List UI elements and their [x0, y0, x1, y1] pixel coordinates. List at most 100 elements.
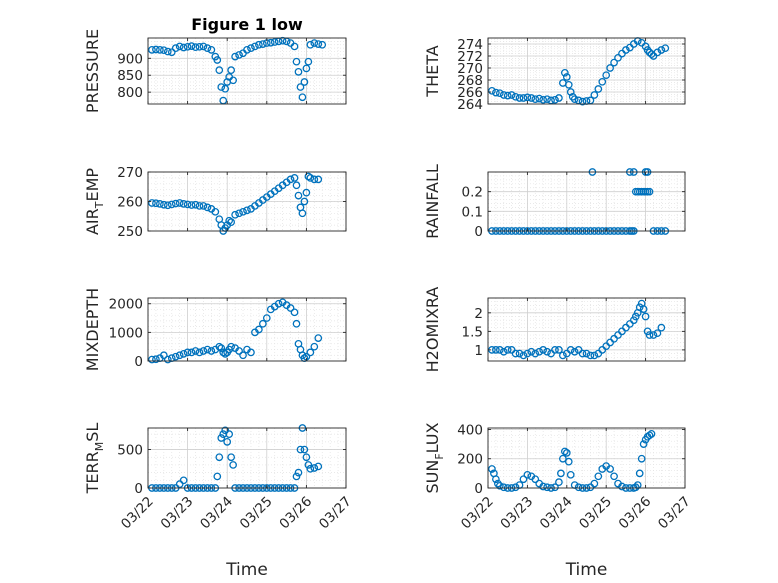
data-point — [229, 461, 237, 469]
data-point — [551, 483, 559, 492]
data-point — [551, 95, 559, 104]
y-axis-label: AIRTEMP — [83, 168, 106, 235]
data-point — [535, 94, 544, 103]
subplot-h2omixra: 1 1.5 2 H2OMIXRA — [423, 287, 686, 372]
data-point — [492, 475, 500, 484]
data-point — [298, 209, 307, 218]
data-point — [302, 64, 311, 73]
data-point — [300, 445, 309, 454]
data-point — [639, 305, 648, 313]
data-point — [243, 206, 251, 215]
data-point — [511, 349, 520, 358]
data-point — [221, 426, 230, 435]
y-tick-label: 268 — [457, 73, 483, 89]
data-point — [302, 188, 311, 197]
data-point — [566, 346, 575, 354]
series-markers — [488, 299, 666, 360]
data-point — [221, 349, 230, 358]
data-point — [167, 200, 176, 209]
y-tick-label: 900 — [117, 51, 143, 67]
data-point — [225, 216, 234, 225]
data-point — [527, 347, 536, 356]
y-tick-label: 270 — [457, 61, 483, 77]
y-tick-label: 266 — [457, 85, 483, 101]
data-point — [152, 199, 160, 208]
y-tick-label: 2 — [474, 306, 483, 322]
data-point — [507, 91, 516, 99]
data-point — [247, 348, 255, 357]
data-point — [148, 355, 156, 364]
data-point — [304, 57, 313, 66]
data-point — [499, 91, 508, 99]
data-point — [219, 348, 228, 357]
data-point — [199, 202, 208, 210]
data-point — [258, 319, 267, 328]
data-point — [531, 475, 540, 484]
data-point — [255, 40, 263, 49]
data-point — [217, 434, 226, 442]
data-point — [519, 94, 528, 102]
data-point — [191, 200, 200, 209]
data-point — [203, 203, 212, 212]
data-point — [531, 95, 540, 104]
y-axis-label: THETA — [423, 45, 442, 97]
data-point — [262, 314, 271, 322]
data-point — [598, 77, 607, 86]
data-point — [255, 325, 263, 334]
data-point — [159, 46, 168, 55]
data-point — [231, 52, 239, 61]
y-tick-label: 400 — [457, 422, 483, 438]
data-point — [183, 200, 192, 209]
data-point — [570, 347, 579, 356]
data-point — [503, 346, 512, 354]
data-point — [635, 303, 644, 312]
y-axis-label: PRESSURE — [83, 29, 102, 113]
data-point — [629, 316, 638, 325]
data-point — [187, 201, 196, 209]
data-point — [310, 464, 319, 472]
data-point — [493, 479, 502, 488]
data-point — [578, 97, 587, 106]
data-point — [227, 218, 236, 226]
axes-frame — [147, 297, 347, 362]
data-point — [594, 472, 603, 481]
data-point — [274, 299, 283, 308]
data-point — [582, 349, 591, 358]
data-point — [310, 39, 319, 47]
plot-area — [488, 172, 685, 231]
y-tick-label: 0 — [474, 481, 483, 497]
data-point — [156, 45, 164, 54]
data-point — [270, 38, 279, 46]
data-point — [266, 38, 275, 47]
data-point — [527, 94, 536, 102]
figure-title: Figure 1 low — [191, 15, 303, 34]
data-point — [645, 431, 654, 440]
data-point — [511, 483, 520, 492]
data-point — [523, 93, 532, 102]
data-point — [292, 472, 301, 481]
data-point — [294, 67, 303, 76]
data-point — [195, 348, 204, 357]
data-point — [292, 57, 301, 66]
y-tick-label: 274 — [457, 37, 483, 53]
data-point — [503, 91, 512, 100]
y-tick-label: 270 — [117, 165, 143, 181]
data-point — [296, 83, 305, 91]
data-point — [566, 88, 575, 96]
data-point — [314, 40, 323, 48]
data-point — [657, 323, 666, 332]
data-point — [163, 47, 172, 56]
data-point — [171, 199, 180, 208]
data-point — [310, 342, 319, 351]
data-point — [519, 475, 528, 484]
data-point — [159, 200, 168, 209]
data-point — [539, 482, 548, 491]
data-point — [183, 348, 192, 357]
data-point — [163, 355, 172, 364]
data-point — [519, 351, 528, 360]
data-point — [535, 347, 544, 356]
data-point — [156, 200, 164, 208]
data-point — [258, 40, 267, 48]
axes-frame — [487, 171, 686, 232]
